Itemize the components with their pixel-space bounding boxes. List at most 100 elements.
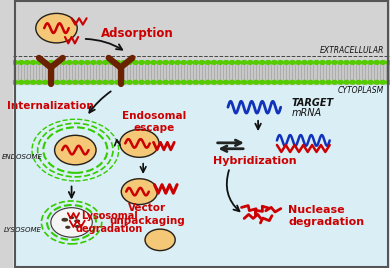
Circle shape (36, 13, 77, 43)
Circle shape (284, 80, 289, 84)
Circle shape (308, 61, 313, 64)
Circle shape (314, 80, 319, 84)
Circle shape (290, 61, 295, 64)
Circle shape (332, 61, 337, 64)
Circle shape (278, 80, 283, 84)
Circle shape (362, 61, 367, 64)
Circle shape (266, 61, 271, 64)
Bar (13, 0, 390, 60)
Circle shape (344, 80, 349, 84)
Circle shape (260, 80, 265, 84)
Circle shape (217, 61, 223, 64)
Circle shape (60, 80, 66, 84)
Circle shape (374, 80, 379, 84)
Circle shape (308, 80, 313, 84)
Circle shape (380, 80, 385, 84)
Text: LYSOSOME: LYSOSOME (4, 228, 41, 233)
Circle shape (181, 61, 186, 64)
Circle shape (326, 80, 331, 84)
Circle shape (97, 61, 102, 64)
Circle shape (67, 61, 72, 64)
Circle shape (223, 80, 229, 84)
Circle shape (236, 80, 241, 84)
Circle shape (368, 61, 373, 64)
Text: mRNA: mRNA (292, 107, 322, 118)
Circle shape (320, 61, 325, 64)
Circle shape (55, 135, 96, 165)
Circle shape (163, 61, 168, 64)
Circle shape (362, 80, 367, 84)
Circle shape (356, 61, 362, 64)
Circle shape (51, 208, 92, 237)
Circle shape (260, 61, 265, 64)
Circle shape (97, 80, 102, 84)
Circle shape (199, 61, 205, 64)
Circle shape (145, 229, 175, 251)
Text: Endosomal
escape: Endosomal escape (122, 111, 186, 133)
Circle shape (157, 61, 162, 64)
Circle shape (266, 80, 271, 84)
Text: Vector
unpackaging: Vector unpackaging (109, 203, 185, 226)
Circle shape (25, 61, 30, 64)
Circle shape (175, 80, 181, 84)
Circle shape (60, 61, 66, 64)
Circle shape (145, 61, 150, 64)
Circle shape (338, 61, 343, 64)
Circle shape (103, 61, 108, 64)
Circle shape (320, 80, 325, 84)
Circle shape (296, 61, 301, 64)
Circle shape (284, 61, 289, 64)
Circle shape (211, 80, 217, 84)
Circle shape (109, 80, 114, 84)
Circle shape (67, 80, 72, 84)
Circle shape (18, 61, 24, 64)
Circle shape (85, 80, 90, 84)
Circle shape (193, 61, 199, 64)
Circle shape (386, 80, 390, 84)
Circle shape (272, 61, 277, 64)
Circle shape (30, 61, 36, 64)
Text: Nuclease
degradation: Nuclease degradation (288, 204, 364, 227)
Circle shape (37, 61, 42, 64)
Circle shape (37, 80, 42, 84)
Text: EXTRACELLULAR: EXTRACELLULAR (320, 46, 385, 55)
Circle shape (25, 80, 30, 84)
Circle shape (326, 61, 331, 64)
Circle shape (139, 61, 144, 64)
Circle shape (43, 61, 48, 64)
Circle shape (121, 61, 126, 64)
Circle shape (145, 80, 150, 84)
Circle shape (206, 61, 211, 64)
Circle shape (181, 80, 186, 84)
Circle shape (229, 61, 235, 64)
Circle shape (338, 80, 343, 84)
Circle shape (380, 61, 385, 64)
Circle shape (290, 80, 295, 84)
Circle shape (248, 80, 253, 84)
Circle shape (374, 61, 379, 64)
Circle shape (187, 61, 193, 64)
Circle shape (302, 80, 307, 84)
Circle shape (332, 80, 337, 84)
Circle shape (91, 80, 96, 84)
Circle shape (109, 61, 114, 64)
Circle shape (217, 80, 223, 84)
Circle shape (350, 80, 355, 84)
Circle shape (223, 61, 229, 64)
Circle shape (91, 61, 96, 64)
Circle shape (302, 61, 307, 64)
Text: Lysosomal
degradation: Lysosomal degradation (76, 211, 143, 234)
Circle shape (127, 61, 132, 64)
Text: Hybridization: Hybridization (213, 156, 296, 166)
Circle shape (73, 80, 78, 84)
Circle shape (386, 61, 390, 64)
Circle shape (133, 61, 138, 64)
Circle shape (241, 61, 247, 64)
Circle shape (254, 61, 259, 64)
Circle shape (139, 80, 144, 84)
Circle shape (199, 80, 205, 84)
Circle shape (79, 80, 84, 84)
Circle shape (85, 61, 90, 64)
Circle shape (55, 80, 60, 84)
Circle shape (169, 61, 174, 64)
